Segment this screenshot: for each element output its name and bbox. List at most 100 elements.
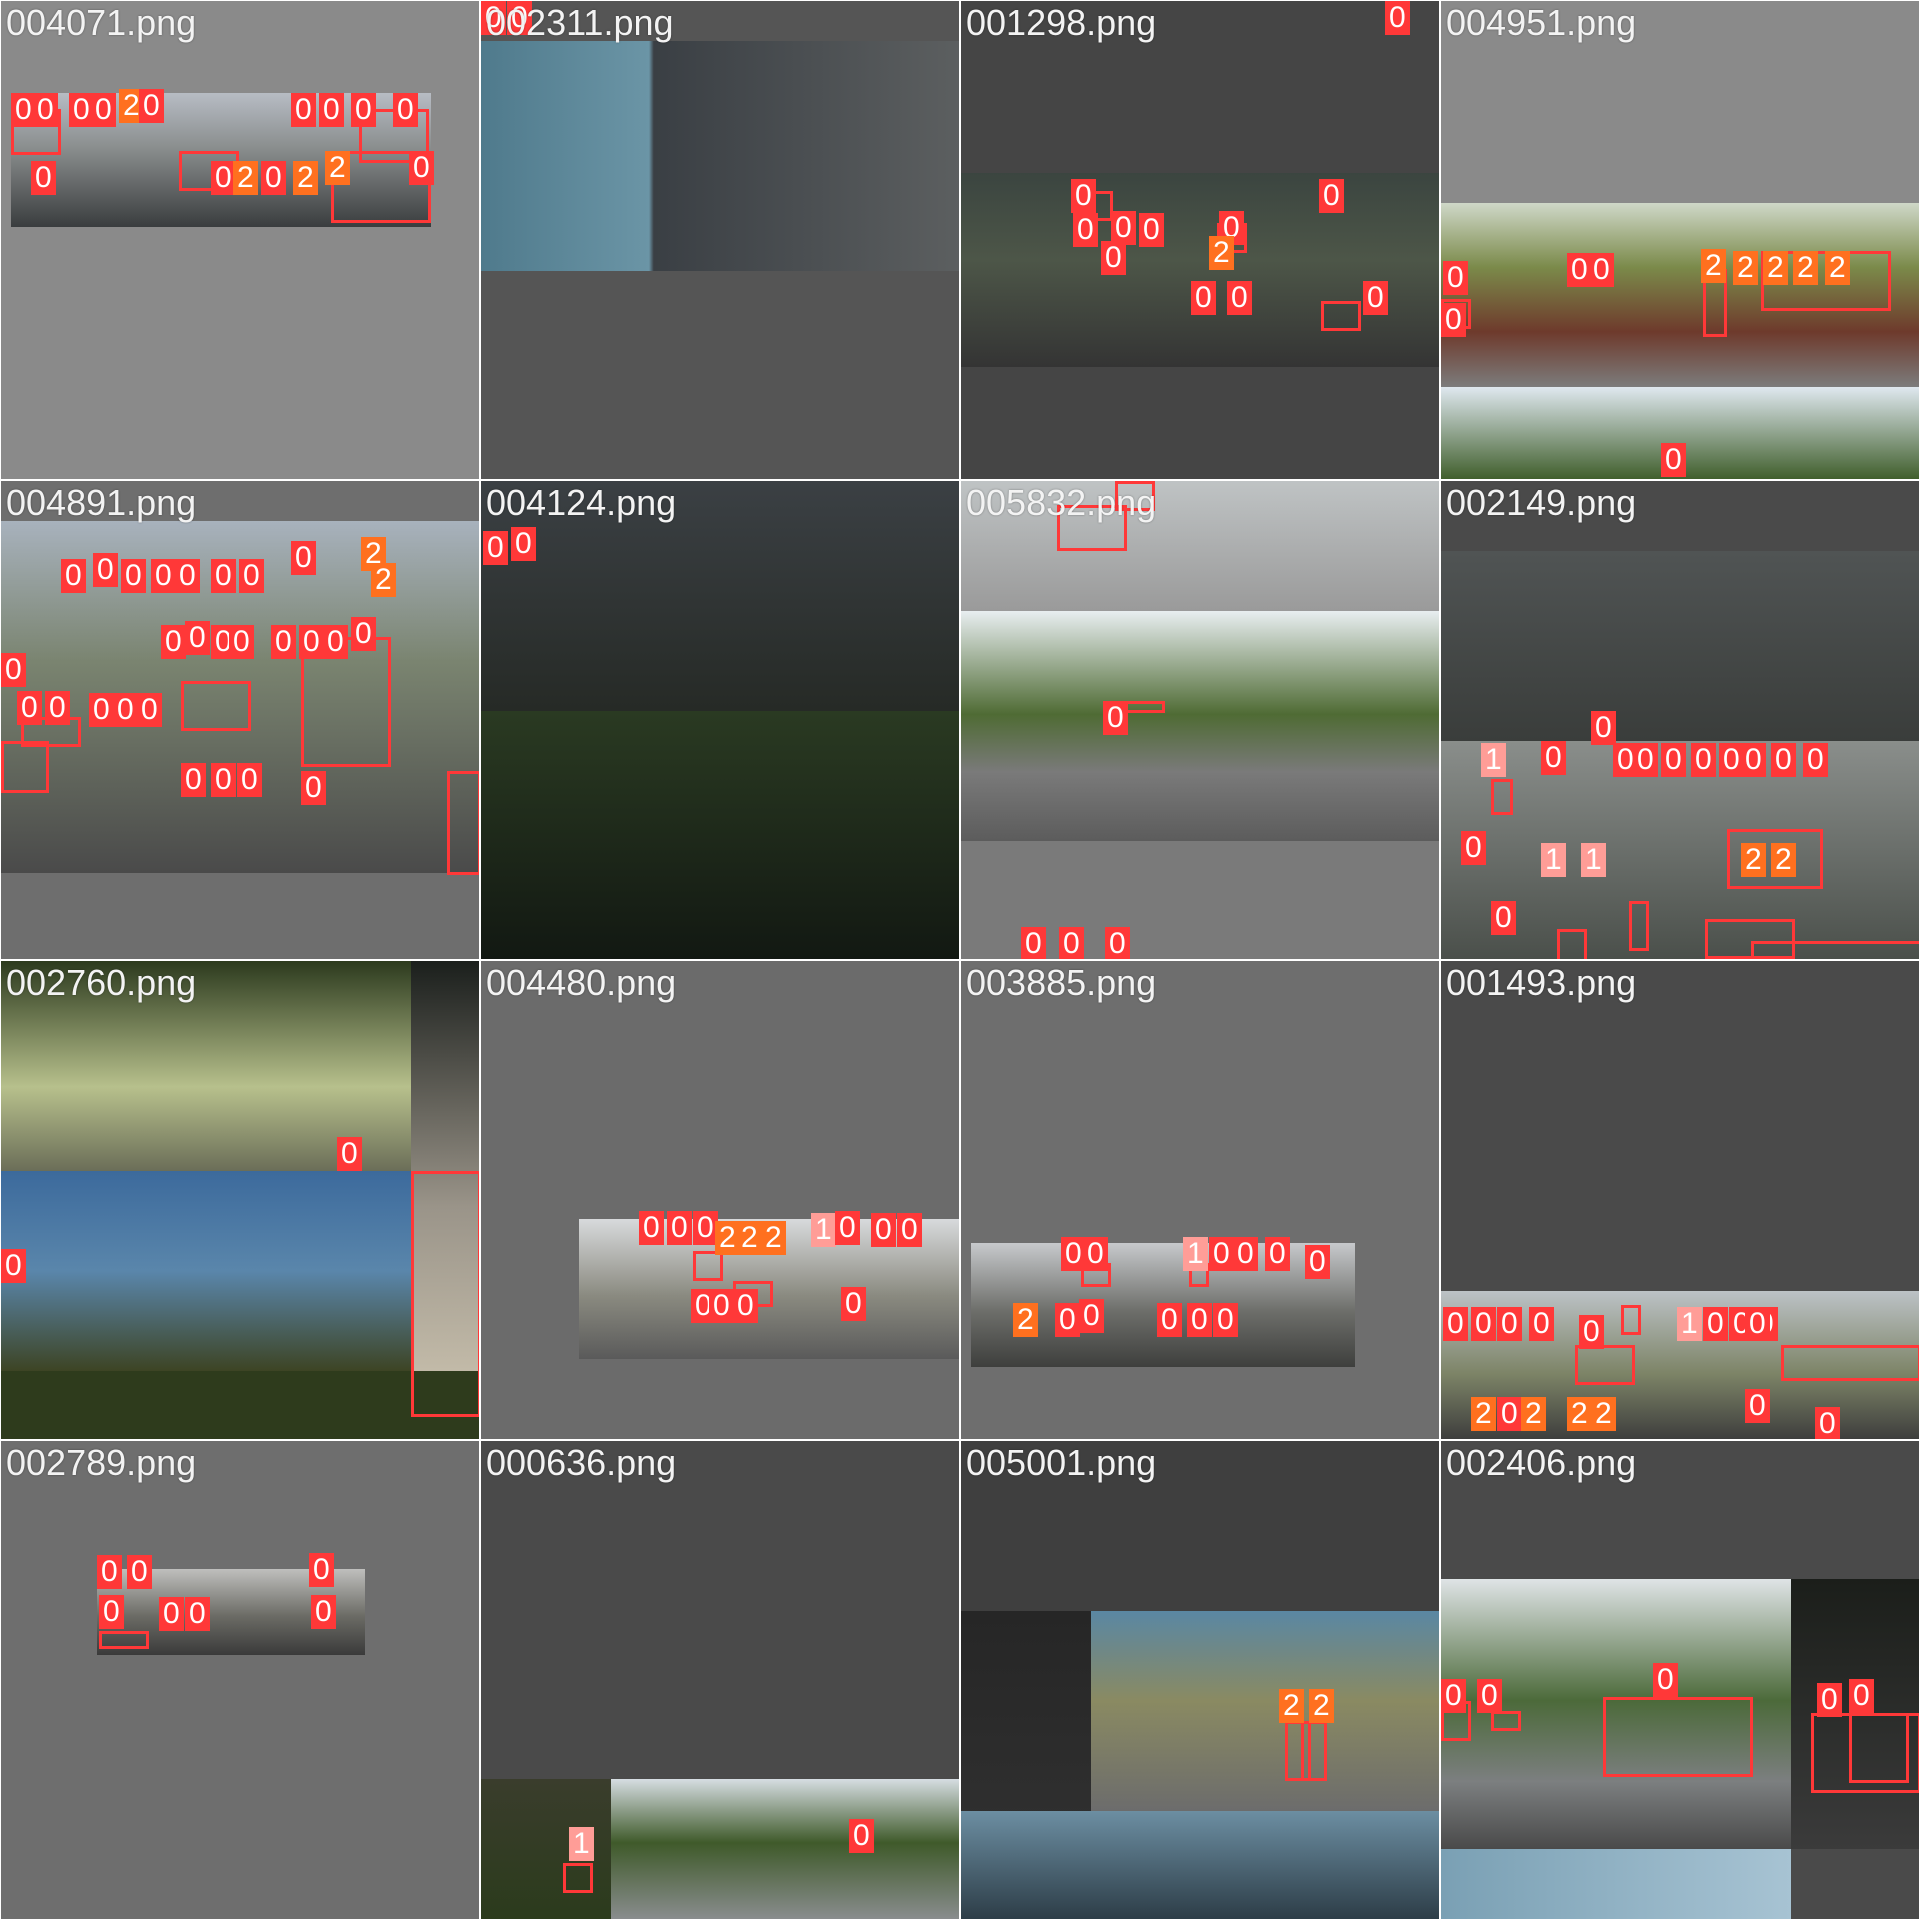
class-label-0: 0 [291,541,316,575]
class-label-2: 2 [293,161,318,195]
mosaic-tile: 0 0 0 0 0 0 0 002789.png [0,1440,480,1920]
class-label-0: 0 [1849,1679,1874,1713]
class-label-0: 0 [1443,1307,1468,1341]
bounding-box [1811,1713,1919,1793]
class-label-0: 0 [1385,1,1410,35]
class-label-0: 0 [1491,901,1516,935]
class-label-0: 0 [61,559,86,593]
class-label-0: 0 [1061,1237,1086,1271]
class-label-0: 0 [871,1213,896,1247]
class-label-1: 1 [1677,1307,1702,1341]
tile-filename: 005832.png [966,482,1157,523]
class-label-0: 0 [1471,1307,1496,1341]
class-label-0: 0 [351,93,376,127]
street-photo-patch [1,1171,411,1371]
class-label-0: 0 [1541,741,1566,775]
tile-filename: 002760.png [6,962,197,1003]
class-label-1: 1 [1481,743,1506,777]
class-label-0: 0 [849,1819,874,1853]
class-label-0: 0 [667,1211,692,1245]
bounding-box [447,771,479,875]
class-label-2: 2 [1741,843,1766,877]
class-label-0: 0 [185,1597,210,1631]
class-label-0: 0 [1139,213,1164,247]
class-label-0: 0 [17,691,42,725]
mosaic-tile: 1 0 0 0 0 0 0 0 0 0 0 1 1 2 2 0 0 002149.png [1440,480,1920,960]
class-label-0: 0 [69,93,94,127]
class-label-0: 0 [1191,281,1216,315]
class-label-0: 0 [1055,1303,1080,1337]
bounding-box [1491,1711,1521,1731]
class-label-0: 0 [1803,743,1828,777]
class-label-0: 0 [1073,213,1098,247]
class-label-0: 0 [1529,1307,1554,1341]
class-label-1: 1 [1183,1237,1208,1271]
class-label-0: 0 [639,1211,664,1245]
class-label-0: 0 [1745,1307,1770,1341]
class-label-0: 0 [1441,303,1466,337]
class-label-1: 1 [1541,843,1566,877]
street-photo-patch [961,173,1439,367]
street-photo-patch [1441,1849,1791,1919]
class-label-0: 0 [337,1137,362,1171]
class-label-0: 0 [291,93,316,127]
class-label-0: 0 [1305,1245,1330,1279]
mosaic-tile: 0 0 0 0 0 002406.png [1440,1440,1920,1920]
class-label-0: 0 [1059,927,1084,959]
class-label-0: 0 [1,653,26,687]
class-label-0: 0 [409,151,434,185]
mosaic-tile: 0 0 0 2 2 2 2 2 0 0 004951.png [1440,0,1920,480]
class-label-0: 0 [1441,1679,1466,1713]
class-label-2: 2 [1771,843,1796,877]
letterbox-background [1,1,479,479]
class-label-0: 0 [319,93,344,127]
class-label-2: 2 [325,151,350,185]
bounding-box [1125,701,1165,713]
class-label-1: 1 [1581,843,1606,877]
tile-filename: 002406.png [1446,1442,1637,1483]
tile-filename: 000636.png [486,1442,677,1483]
class-label-2: 2 [371,563,396,597]
class-label-0: 0 [175,559,200,593]
street-photo-patch [1441,1579,1791,1849]
bounding-box [1,741,49,793]
class-label-0: 0 [91,93,116,127]
tile-filename: 004071.png [6,2,197,43]
tile-filename: 001493.png [1446,962,1637,1003]
class-label-0: 0 [733,1289,758,1323]
class-label-2: 2 [1763,251,1788,285]
class-label-0: 0 [1591,711,1616,745]
class-label-0: 0 [323,625,348,659]
class-label-0: 0 [1815,1407,1840,1439]
class-label-0: 0 [239,559,264,593]
class-label-0: 0 [481,1,506,35]
class-label-0: 0 [1103,701,1128,735]
class-label-0: 0 [1719,743,1744,777]
class-label-0: 0 [1661,743,1686,777]
class-label-0: 0 [139,89,164,123]
street-photo-patch [411,961,479,1371]
letterbox-background [1,1441,479,1919]
bounding-box [1057,505,1127,551]
class-label-2: 2 [715,1221,740,1255]
class-label-0: 0 [897,1213,922,1247]
tile-filename: 002311.png [486,2,674,43]
class-label-2: 2 [761,1221,786,1255]
class-label-0: 0 [181,763,206,797]
mosaic-tile: 0 0 004124.png [480,480,960,960]
class-label-0: 0 [1477,1679,1502,1713]
class-label-0: 0 [1589,253,1614,287]
class-label-0: 0 [137,693,162,727]
class-label-0: 0 [1079,1299,1104,1333]
tile-filename: 004951.png [1446,2,1637,43]
class-label-2: 2 [1825,251,1850,285]
street-photo-patch [1091,1611,1439,1811]
street-photo-patch [1,961,411,1171]
class-label-0: 0 [1579,1315,1604,1349]
bounding-box [1781,1345,1919,1381]
class-label-0: 0 [835,1211,860,1245]
class-label-1: 1 [811,1213,836,1247]
class-label-0: 0 [1497,1307,1522,1341]
class-label-0: 0 [309,1553,334,1587]
bounding-box [693,1251,723,1281]
